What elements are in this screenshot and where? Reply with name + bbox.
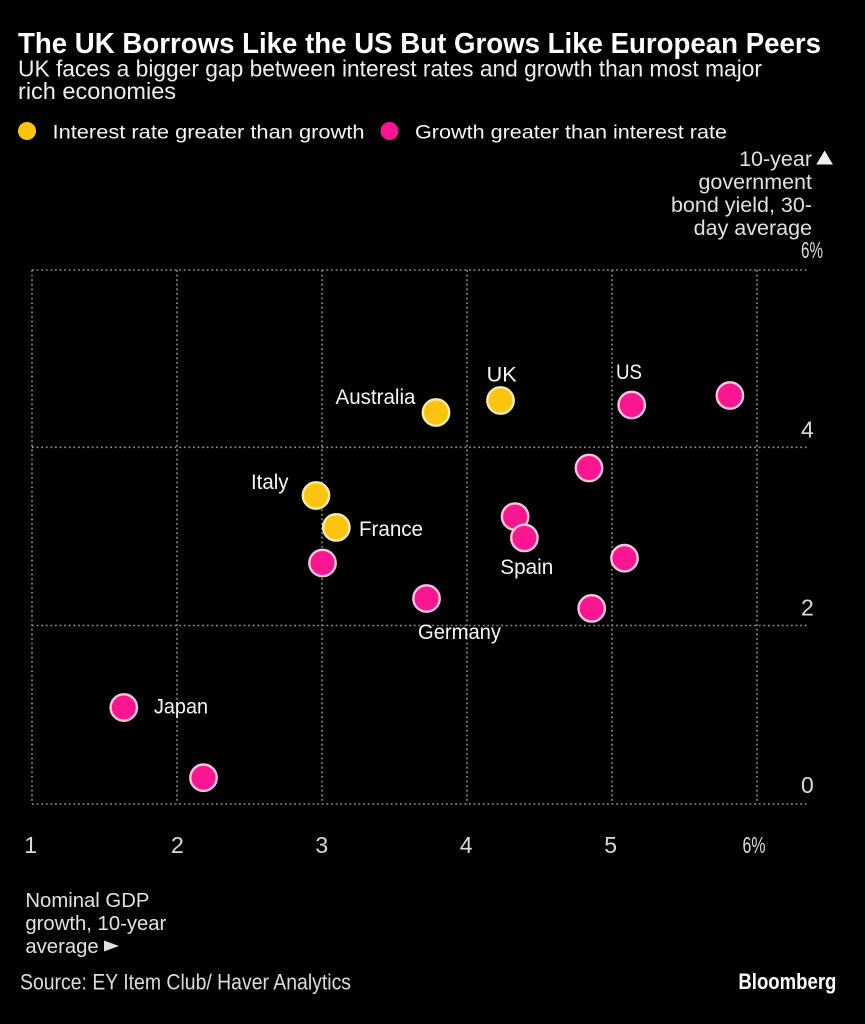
svg-text:6%: 6% xyxy=(801,237,823,263)
svg-text:0: 0 xyxy=(801,772,814,798)
svg-text:10-year: 10-year xyxy=(739,147,812,171)
svg-text:4: 4 xyxy=(801,416,814,442)
svg-text:Bloomberg: Bloomberg xyxy=(738,969,836,994)
svg-text:2: 2 xyxy=(801,595,814,621)
svg-text:France: France xyxy=(359,517,423,541)
svg-text:Interest rate greater than gro: Interest rate greater than growth xyxy=(53,122,365,144)
svg-text:average: average xyxy=(25,936,98,958)
svg-text:UK: UK xyxy=(487,363,518,387)
svg-text:Australia: Australia xyxy=(336,385,416,409)
svg-text:US: US xyxy=(616,360,642,384)
svg-text:1: 1 xyxy=(24,832,37,858)
svg-text:Germany: Germany xyxy=(418,620,501,644)
svg-text:Japan: Japan xyxy=(154,695,208,719)
svg-text:3: 3 xyxy=(315,832,328,858)
svg-text:government: government xyxy=(698,170,812,194)
svg-text:4: 4 xyxy=(460,832,473,858)
svg-text:rich economies: rich economies xyxy=(18,78,176,104)
svg-text:bond yield, 30-: bond yield, 30- xyxy=(671,193,812,217)
svg-text:UK faces a bigger gap between: UK faces a bigger gap between interest r… xyxy=(18,56,762,82)
svg-text:Source: EY Item Club/ Haver An: Source: EY Item Club/ Haver Analytics xyxy=(20,969,351,994)
svg-text:Growth greater than interest r: Growth greater than interest rate xyxy=(415,122,727,144)
svg-text:6%: 6% xyxy=(743,832,766,858)
svg-text:Nominal GDP: Nominal GDP xyxy=(25,890,149,912)
svg-text:The UK Borrows Like the US But: The UK Borrows Like the US But Grows Lik… xyxy=(18,28,821,60)
svg-text:day average: day average xyxy=(694,216,812,240)
svg-text:5: 5 xyxy=(604,832,617,858)
svg-text:growth, 10-year: growth, 10-year xyxy=(25,913,166,935)
svg-text:2: 2 xyxy=(171,832,184,858)
svg-text:Spain: Spain xyxy=(500,555,553,579)
svg-text:Italy: Italy xyxy=(251,470,289,494)
